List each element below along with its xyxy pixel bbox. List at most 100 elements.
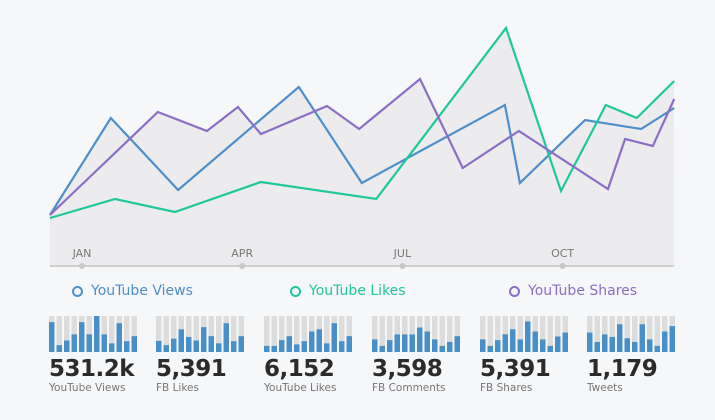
bar [417,327,423,352]
legend-circle-icon [509,285,520,297]
legend-youtube-views[interactable]: YouTube Views [72,283,193,299]
mini-bar-chart [480,316,568,352]
bar [669,326,675,352]
mini-bar-chart [372,316,460,352]
legend-youtube-likes[interactable]: YouTube Likes [290,283,406,299]
legend-youtube-shares[interactable]: YouTube Shares [509,283,637,299]
bar [447,341,453,352]
x-tick-dot [79,263,85,269]
bar-track [547,316,553,352]
bar [271,345,277,352]
bar-track [301,316,307,352]
bar-track [193,316,199,352]
series-line-youtube-shares [49,77,676,216]
bar-track [602,316,608,352]
bar-track [208,316,214,352]
bar-track [387,316,393,352]
bar-track [171,316,177,352]
bar-track [279,316,285,352]
bar-track [101,316,107,352]
bar [609,336,615,352]
bar [379,345,385,352]
stat-fb-shares: 5,391 FB Shares [480,314,570,394]
stat-value: 5,391 [480,356,551,382]
bar [79,322,85,352]
bar-track [346,316,352,352]
series-line-youtube-views [49,85,675,216]
bar [339,341,345,352]
bar [402,334,408,352]
bar [387,340,393,352]
bar [264,345,270,352]
bar-track [540,316,546,352]
bar [624,338,630,352]
bar [124,341,130,352]
bar [424,331,430,352]
bar [602,334,608,352]
mini-bar-chart [156,316,244,352]
bar [439,345,445,352]
bar-track [131,316,137,352]
bar [131,336,137,352]
bar-track [517,316,523,352]
bar-track [409,316,415,352]
bar-track [271,316,277,352]
bar [324,343,330,352]
x-tick-dot [559,263,566,269]
bar [547,345,553,352]
bar [432,339,438,352]
bar [532,331,538,352]
stat-label: FB Shares [480,382,533,394]
stat-youtube-likes: 6,152 YouTube Likes [264,314,354,394]
bar-track [609,316,615,352]
bar [208,336,214,352]
bar [394,334,400,352]
stat-value: 5,391 [156,356,227,382]
bar [201,327,207,352]
stat-value: 3,598 [372,356,443,382]
bar [510,329,516,352]
bar [186,336,192,352]
bar [223,323,229,352]
bar [617,324,623,352]
bar-track [286,316,292,352]
bar [238,336,244,352]
bar [56,345,62,352]
bar [163,345,169,352]
bar [372,339,378,352]
bar-track [324,316,330,352]
bar [562,332,568,352]
bar [632,341,638,352]
bar [94,316,100,352]
mini-bar-chart [587,316,675,352]
stat-tweets: 1,179 Tweets [587,314,677,394]
bar [71,334,77,352]
legend-circle-icon [72,285,83,297]
stat-label: Tweets [587,382,623,394]
stat-label: YouTube Likes [264,382,337,394]
bar [49,322,55,352]
series-line-youtube-likes [49,25,675,220]
bar-track [402,316,408,352]
x-tick-label: APR [231,247,253,260]
bar-track [432,316,438,352]
bar-track [394,316,400,352]
bar [171,338,177,352]
bar [279,340,285,352]
bar [409,334,415,352]
bar [525,321,531,352]
bar-track [339,316,345,352]
bar [480,339,486,352]
x-tick-dot [399,263,406,269]
bar [517,339,523,352]
bar [109,343,115,352]
bar [64,340,70,352]
bar-track [555,316,561,352]
x-tick-dot [239,263,246,269]
bar-track [294,316,300,352]
stat-label: FB Comments [372,382,446,394]
bar [540,339,546,352]
bar-track [64,316,70,352]
stat-label: YouTube Views [49,382,126,394]
